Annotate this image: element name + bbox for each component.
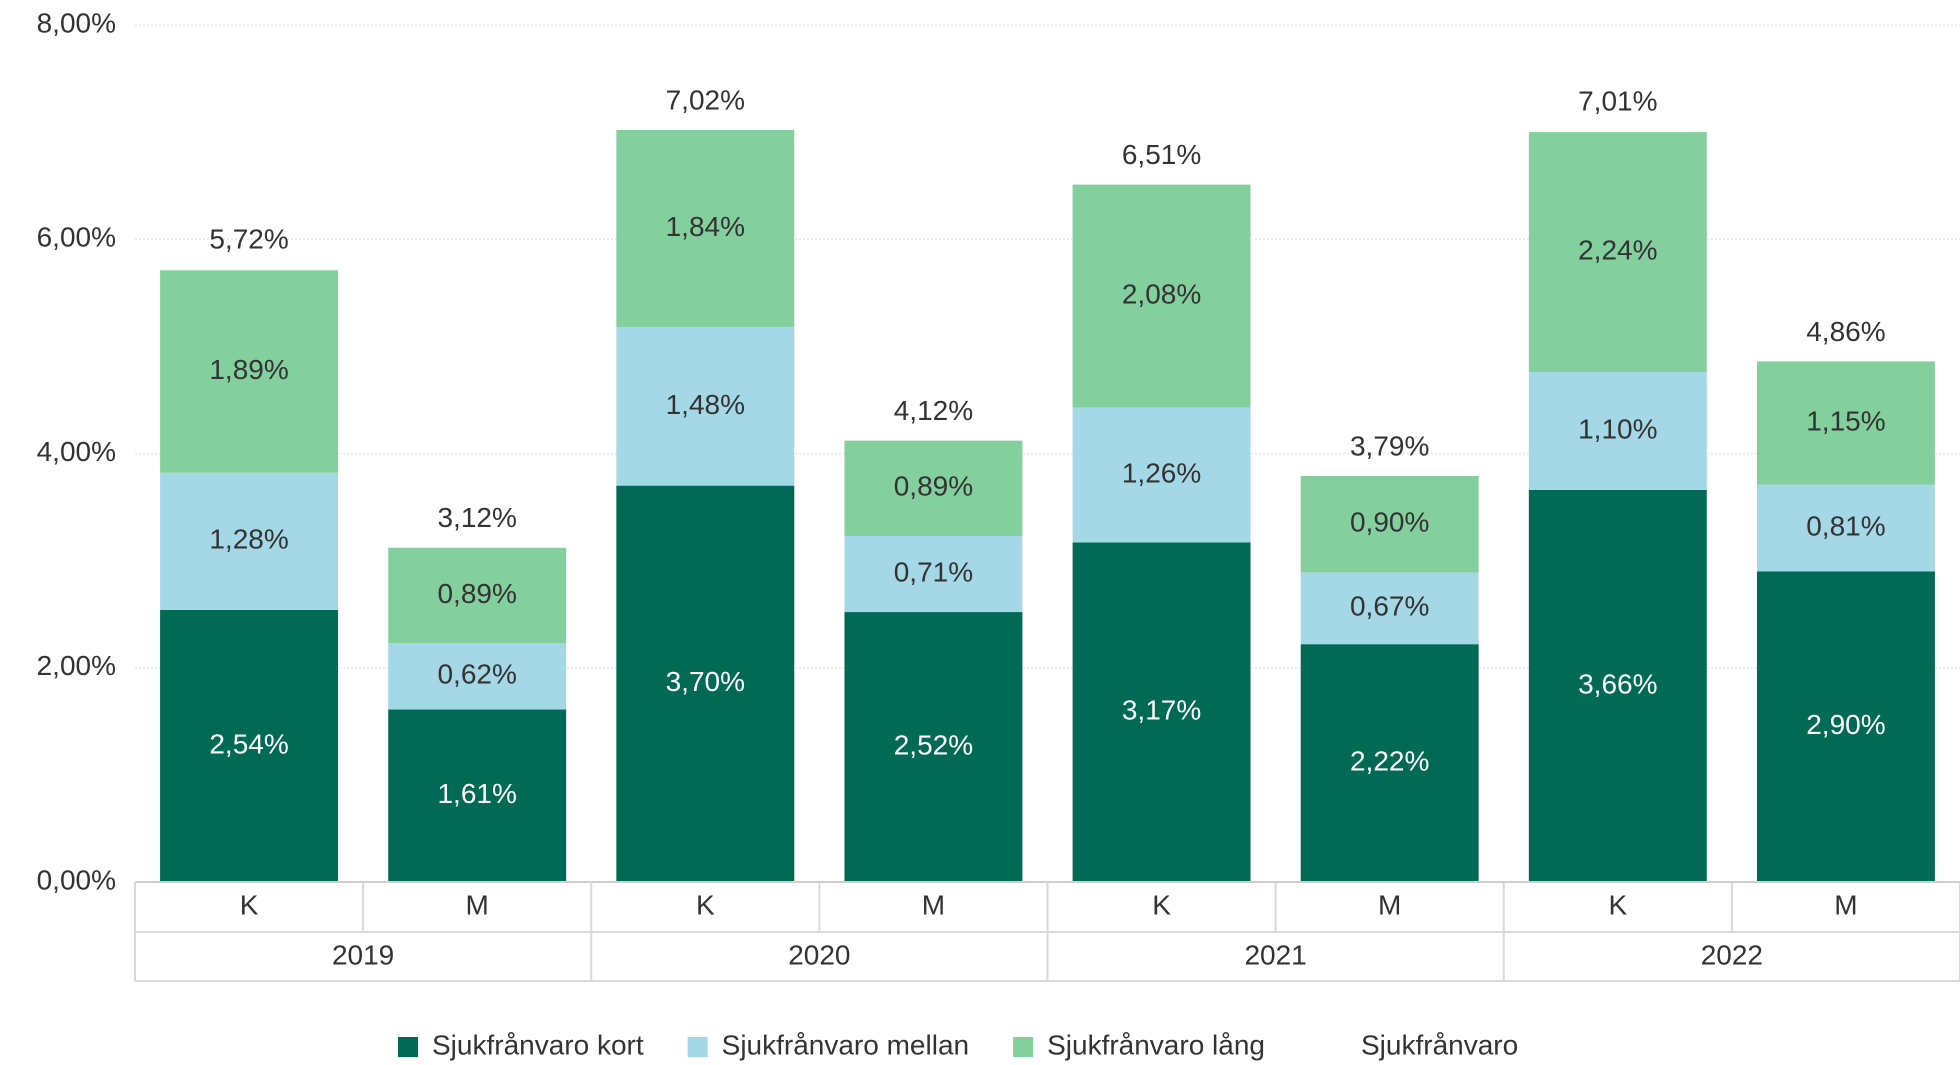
data-label: 2,54%: [209, 728, 288, 759]
bar-segment: [1528, 489, 1707, 882]
data-label: 2,22%: [1350, 745, 1429, 776]
data-label: 0,90%: [1350, 507, 1429, 538]
y-tick-label: 8,00%: [37, 7, 116, 38]
total-label: 7,02%: [666, 84, 745, 115]
data-label: 0,71%: [894, 556, 973, 587]
bar-segment: [844, 612, 1023, 882]
bar-segment: [1300, 644, 1479, 882]
data-label: 0,89%: [437, 578, 516, 609]
total-label: 5,72%: [209, 224, 288, 255]
y-tick-label: 0,00%: [37, 864, 116, 895]
bar-segment: [844, 535, 1023, 613]
legend-swatch: [1013, 1037, 1034, 1057]
bar-segment: [1756, 571, 1935, 882]
bar-segment: [616, 485, 795, 882]
legend-swatch: [687, 1037, 708, 1057]
total-label: 3,12%: [437, 502, 516, 533]
data-label: 3,17%: [1122, 695, 1201, 726]
data-label: 3,66%: [1578, 668, 1657, 699]
bar-segment: [388, 643, 567, 710]
bar-segment: [1300, 572, 1479, 645]
legend-swatch: [398, 1037, 418, 1057]
data-label: 1,15%: [1806, 405, 1885, 436]
x-tick-label: M: [922, 889, 945, 920]
total-label: 7,01%: [1578, 85, 1657, 116]
bar-segment: [844, 440, 1023, 536]
data-label: 2,52%: [894, 729, 973, 760]
total-label: 6,51%: [1122, 139, 1201, 170]
bar-segment: [160, 270, 339, 473]
data-label: 1,48%: [666, 389, 745, 420]
bar-segment: [1756, 484, 1935, 572]
group-label: 2022: [1701, 939, 1763, 970]
data-label: 2,08%: [1122, 278, 1201, 309]
data-label: 0,67%: [1350, 591, 1429, 622]
y-tick-label: 6,00%: [37, 222, 116, 253]
total-label: 3,79%: [1350, 430, 1429, 461]
legend-label: Sjukfrånvaro mellan: [722, 1029, 969, 1060]
bar-segment: [1072, 407, 1251, 543]
bar-segment: [616, 129, 795, 328]
bar-segment: [388, 709, 567, 882]
data-label: 0,89%: [894, 471, 973, 502]
data-label: 2,90%: [1806, 709, 1885, 740]
bar-segment: [1072, 542, 1251, 882]
data-label: 0,81%: [1806, 510, 1885, 541]
x-tick-label: M: [466, 889, 489, 920]
group-label: 2019: [332, 939, 394, 970]
y-tick-label: 4,00%: [37, 436, 116, 467]
legend-label: Sjukfrånvaro: [1361, 1029, 1518, 1060]
bar-segment: [1300, 475, 1479, 573]
data-label: 1,10%: [1578, 413, 1657, 444]
bar-segment: [160, 609, 339, 882]
group-label: 2020: [788, 939, 850, 970]
x-tick-label: K: [1608, 889, 1627, 920]
data-label: 0,62%: [437, 659, 516, 690]
data-label: 1,28%: [209, 524, 288, 555]
data-label: 1,61%: [437, 778, 516, 809]
bar-segment: [1528, 372, 1707, 490]
x-tick-label: K: [1152, 889, 1171, 920]
bar-segment: [1756, 361, 1935, 485]
total-label: 4,86%: [1806, 316, 1885, 347]
x-tick-label: K: [696, 889, 715, 920]
data-label: 1,84%: [666, 211, 745, 242]
x-tick-label: M: [1378, 889, 1401, 920]
legend-label: Sjukfrånvaro lång: [1047, 1029, 1265, 1060]
group-label: 2021: [1244, 939, 1306, 970]
total-label: 4,12%: [894, 395, 973, 426]
bar-segment: [160, 472, 339, 610]
bar-segment: [388, 547, 567, 644]
data-label: 1,26%: [1122, 457, 1201, 488]
data-label: 2,24%: [1578, 234, 1657, 265]
bar-segment: [1072, 184, 1251, 408]
y-tick-label: 2,00%: [37, 650, 116, 681]
bar-segment: [1528, 132, 1707, 373]
data-label: 1,89%: [209, 354, 288, 385]
data-label: 3,70%: [666, 666, 745, 697]
bar-segment: [616, 327, 795, 486]
x-tick-label: M: [1834, 889, 1857, 920]
legend-label: Sjukfrånvaro kort: [432, 1029, 644, 1060]
x-tick-label: K: [240, 889, 259, 920]
